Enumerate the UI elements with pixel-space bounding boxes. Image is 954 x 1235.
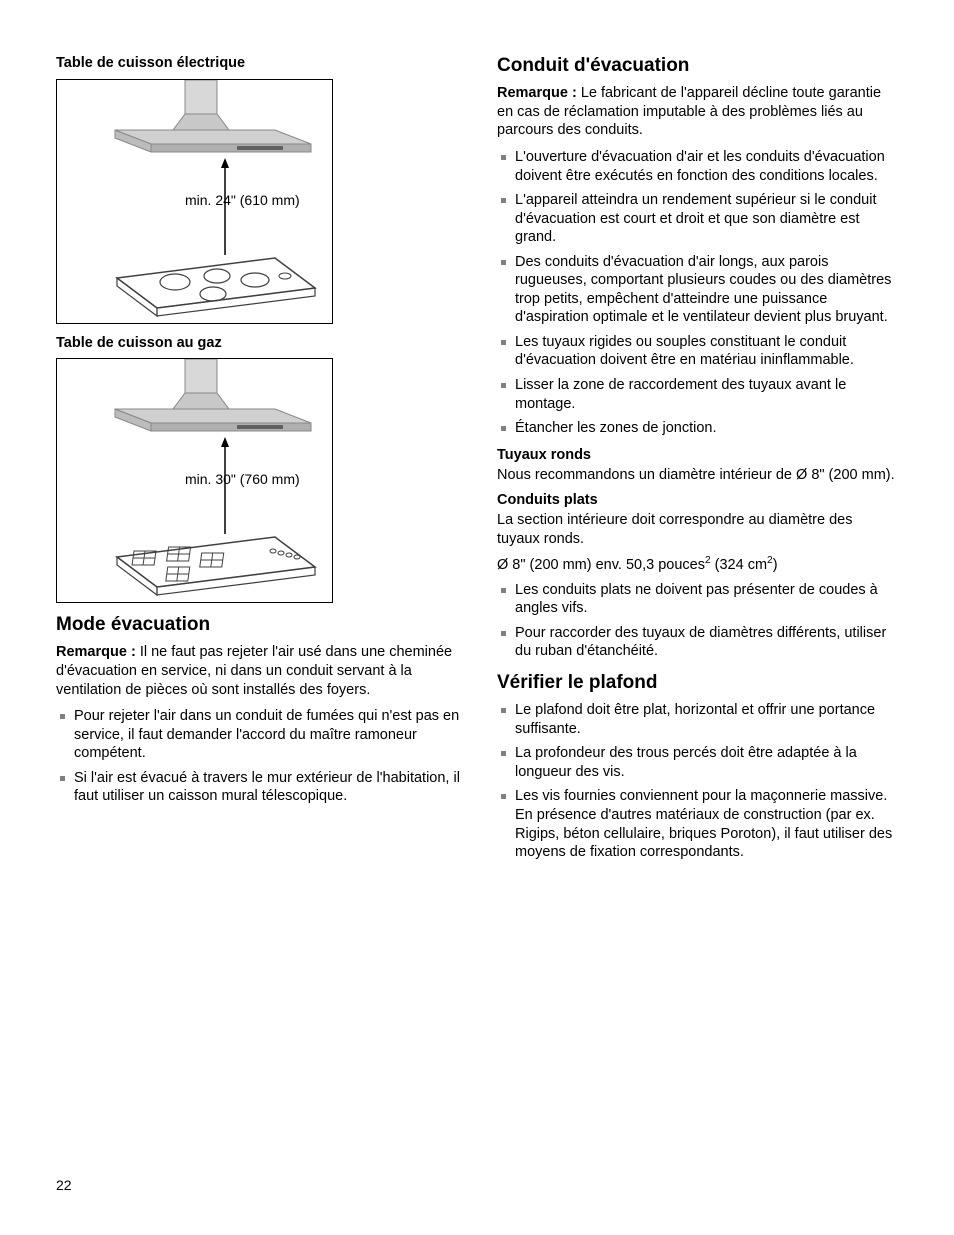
list-item: L'appareil atteindra un rendement supéri…: [497, 191, 898, 247]
conduits-plats-title: Conduits plats: [497, 491, 898, 510]
conduits-plats-text: La section intérieure doit correspondre …: [497, 511, 898, 548]
list-item: Des conduits d'évacuation d'air longs, a…: [497, 253, 898, 327]
list-item: Les conduits plats ne doivent pas présen…: [497, 581, 898, 618]
list-item: Le plafond doit être plat, horizontal et…: [497, 701, 898, 738]
list-item: Les vis fournies conviennent pour la maç…: [497, 787, 898, 861]
list-item: L'ouverture d'évacuation d'air et les co…: [497, 148, 898, 185]
remarque-label: Remarque :: [497, 85, 577, 101]
heading-verifier-plafond: Vérifier le plafond: [497, 671, 898, 695]
list-item: Si l'air est évacué à travers le mur ext…: [56, 769, 461, 806]
gas-cooktop-title: Table de cuisson au gaz: [56, 334, 461, 353]
conduits-plats-spec: Ø 8" (200 mm) env. 50,3 pouces2 (324 cm2…: [497, 554, 898, 574]
heading-conduit-evacuation: Conduit d'évacuation: [497, 54, 898, 78]
plafond-list: Le plafond doit être plat, horizontal et…: [497, 701, 898, 861]
tuyaux-ronds-title: Tuyaux ronds: [497, 446, 898, 465]
page-number: 22: [56, 1177, 72, 1195]
list-item: Lisser la zone de raccordement des tuyau…: [497, 376, 898, 413]
conduit-remarque-para: Remarque : Le fabricant de l'appareil dé…: [497, 84, 898, 140]
list-item: Les tuyaux rigides ou souples constituan…: [497, 333, 898, 370]
list-item: Pour raccorder des tuyaux de diamètres d…: [497, 624, 898, 661]
figure-gas-cooktop: min. 30" (760 mm): [56, 358, 333, 603]
electric-cooktop-title: Table de cuisson électrique: [56, 54, 461, 73]
conduits-plats-list: Les conduits plats ne doivent pas présen…: [497, 581, 898, 661]
remarque-label: Remarque :: [56, 644, 136, 660]
list-item: Étancher les zones de jonction.: [497, 419, 898, 438]
mode-remarque-para: Remarque : Il ne faut pas rejeter l'air …: [56, 643, 461, 699]
heading-mode-evacuation: Mode évacuation: [56, 613, 461, 637]
mode-evacuation-list: Pour rejeter l'air dans un conduit de fu…: [56, 707, 461, 806]
fig-gas-label: min. 30" (760 mm): [185, 471, 300, 489]
list-item: Pour rejeter l'air dans un conduit de fu…: [56, 707, 461, 763]
figure-electric-cooktop: min. 24" (610 mm): [56, 79, 333, 324]
fig-electric-label: min. 24" (610 mm): [185, 192, 300, 210]
conduit-list: L'ouverture d'évacuation d'air et les co…: [497, 148, 898, 438]
list-item: La profondeur des trous percés doit être…: [497, 744, 898, 781]
tuyaux-ronds-text: Nous recommandons un diamètre intérieur …: [497, 466, 898, 485]
